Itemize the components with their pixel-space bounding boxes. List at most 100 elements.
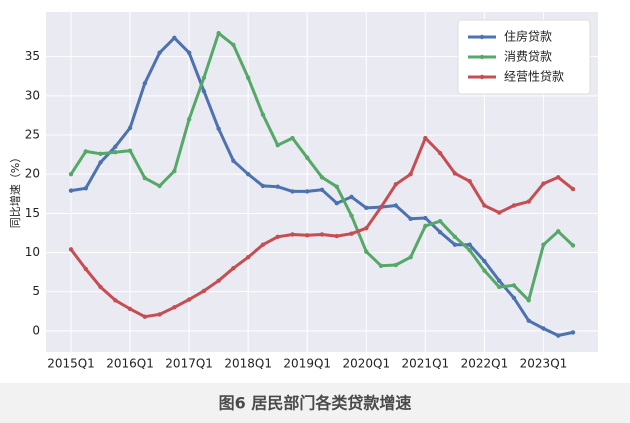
x-tick-label: 2016Q1 xyxy=(106,357,154,371)
point xyxy=(393,203,399,208)
x-tick-label: 2021Q1 xyxy=(402,357,450,371)
point xyxy=(482,268,487,273)
point xyxy=(157,312,162,317)
point xyxy=(260,242,266,247)
point xyxy=(526,199,531,204)
point xyxy=(437,218,443,224)
point xyxy=(408,216,413,222)
point xyxy=(482,258,487,264)
point xyxy=(378,263,384,269)
y-tick-label: 0 xyxy=(32,323,40,337)
y-tick-label: 30 xyxy=(25,88,40,102)
point xyxy=(482,203,487,208)
caption-bar xyxy=(0,383,630,423)
point xyxy=(216,30,221,36)
legend-label: 消费贷款 xyxy=(504,50,552,64)
point xyxy=(364,226,369,231)
point xyxy=(570,186,576,192)
point xyxy=(83,266,88,272)
point xyxy=(142,314,148,319)
y-axis-label: 同比增速（%） xyxy=(8,152,22,228)
y-tick-label: 25 xyxy=(25,127,40,141)
point xyxy=(496,210,502,215)
x-tick-label: 2020Q1 xyxy=(342,357,390,371)
point xyxy=(526,318,531,323)
point xyxy=(231,42,236,48)
point xyxy=(290,232,295,237)
caption: 图6 居民部门各类贷款增速 xyxy=(219,394,412,413)
y-tick-label: 10 xyxy=(25,245,40,259)
legend-marker xyxy=(479,74,485,80)
point xyxy=(186,117,192,122)
point xyxy=(260,112,266,117)
point xyxy=(113,144,118,149)
point xyxy=(127,148,133,153)
y-tick-label: 20 xyxy=(25,167,40,181)
point xyxy=(437,150,443,156)
point xyxy=(467,242,472,247)
point xyxy=(216,278,221,283)
point xyxy=(511,295,517,301)
point xyxy=(201,75,207,81)
point xyxy=(526,298,531,303)
point xyxy=(408,255,413,260)
lines xyxy=(68,30,576,338)
point xyxy=(496,284,502,290)
point xyxy=(452,242,458,247)
y-tick-label: 35 xyxy=(25,49,40,63)
point xyxy=(541,326,546,331)
point xyxy=(245,255,251,260)
point xyxy=(496,278,502,283)
point xyxy=(349,231,354,236)
point xyxy=(423,223,428,229)
point xyxy=(186,50,192,55)
point xyxy=(201,288,207,294)
point xyxy=(157,183,162,189)
point xyxy=(68,171,74,177)
point xyxy=(408,171,413,177)
point xyxy=(511,283,517,288)
point xyxy=(393,182,399,187)
legend-label: 经营性贷款 xyxy=(504,70,564,84)
point xyxy=(467,247,472,253)
point xyxy=(83,186,88,191)
point xyxy=(83,149,88,154)
point xyxy=(142,175,148,181)
point xyxy=(113,298,118,303)
point xyxy=(201,88,207,94)
point xyxy=(245,75,251,81)
point xyxy=(452,171,458,176)
point xyxy=(275,142,280,148)
point xyxy=(349,213,354,218)
legend-label: 住房贷款 xyxy=(504,29,552,44)
point xyxy=(157,50,162,55)
x-tick-label: 2018Q1 xyxy=(224,357,272,371)
point xyxy=(305,189,310,194)
point xyxy=(68,247,74,252)
point xyxy=(319,232,325,237)
point xyxy=(172,305,177,310)
point xyxy=(68,188,74,193)
point xyxy=(511,203,517,208)
y-tick-label: 15 xyxy=(25,206,40,220)
point xyxy=(142,81,148,86)
point xyxy=(364,205,369,211)
point xyxy=(113,150,118,155)
point xyxy=(452,234,458,240)
point xyxy=(393,262,399,268)
x-tick-label: 2022Q1 xyxy=(461,357,509,371)
point xyxy=(98,151,103,156)
point xyxy=(556,175,561,180)
point xyxy=(245,171,251,177)
point xyxy=(305,155,310,160)
point xyxy=(423,135,428,141)
y-tick-label: 5 xyxy=(32,284,40,298)
point xyxy=(290,135,295,141)
point xyxy=(541,181,546,186)
point xyxy=(127,306,133,312)
point xyxy=(541,242,546,247)
point xyxy=(305,233,310,238)
point xyxy=(319,175,325,180)
point xyxy=(437,229,443,235)
